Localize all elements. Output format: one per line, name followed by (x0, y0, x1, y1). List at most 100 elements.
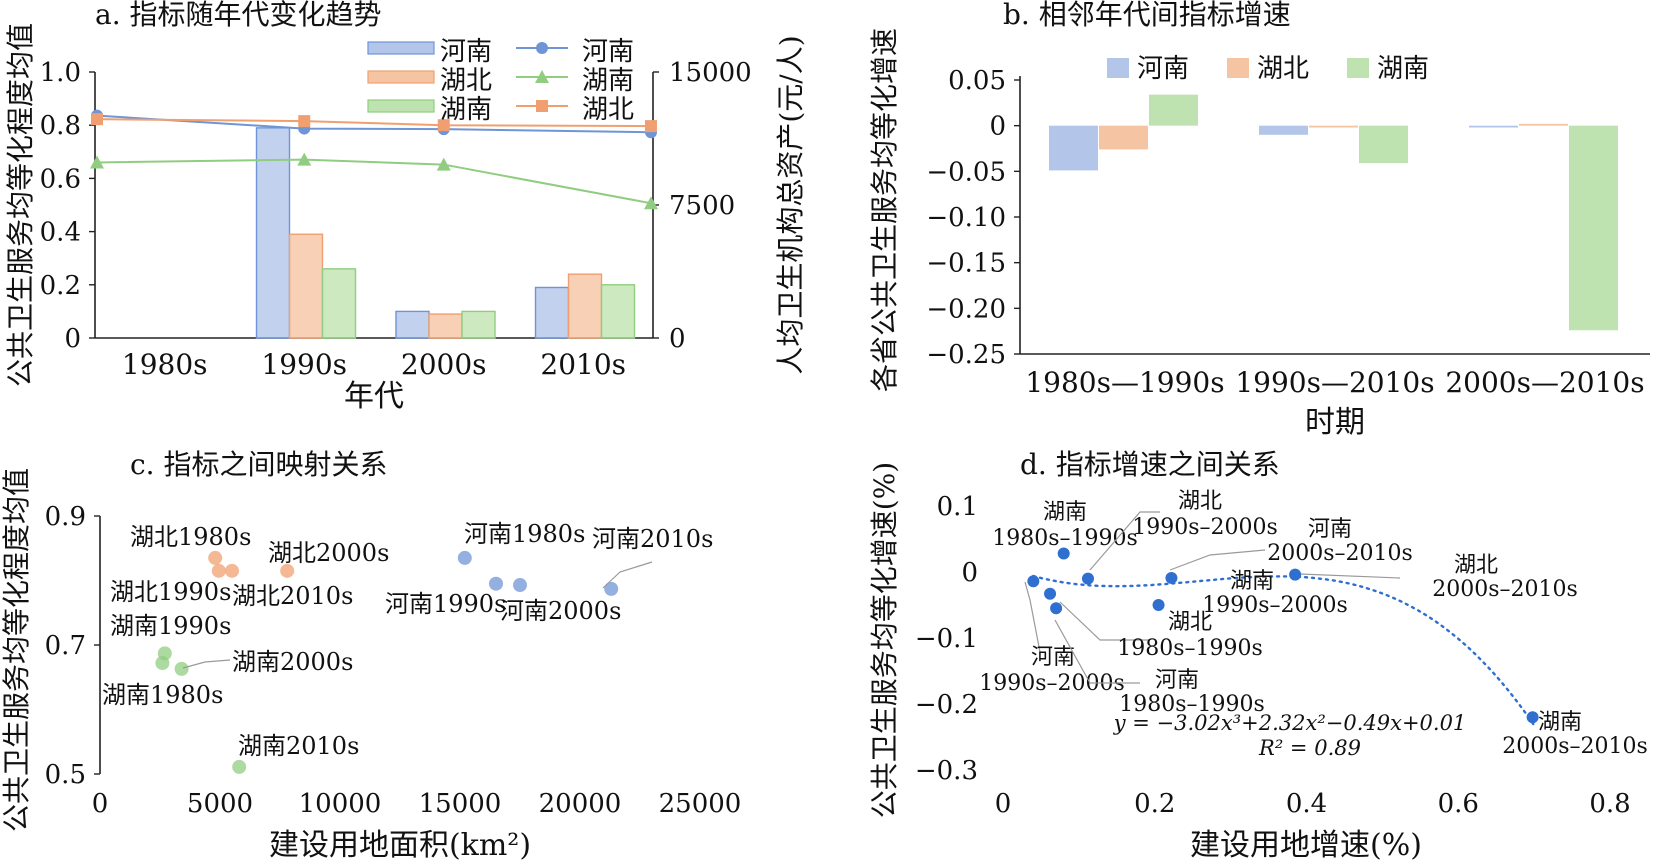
panel-c-point-label: 湖南2000s (232, 648, 353, 676)
panel-a-ytick-label: 0.8 (40, 111, 81, 141)
panel-d-leader-line (1299, 573, 1401, 579)
panel-d-xtick-label: 0.4 (1286, 789, 1327, 819)
panel-d-xtick-label: 0.8 (1589, 789, 1630, 819)
panel-b-bar-hubei (1519, 123, 1568, 126)
panel-a-legend-marker (536, 100, 548, 112)
panel-d-leader-line (1054, 619, 1140, 684)
panel-d-xtick-label: 0.2 (1134, 789, 1175, 819)
panel-c-point-hubei (280, 563, 295, 578)
panel-c-point-label: 湖南1990s (110, 612, 231, 640)
panel-a-line-hunan (96, 158, 652, 205)
panel-b-bar-hubei (1099, 125, 1148, 150)
panel-c-xtick-label: 10000 (299, 789, 382, 819)
panel-b-xtick-label: 2000s—2010s (1445, 366, 1644, 399)
panel-b-bar-henan (1469, 125, 1518, 128)
panel-c-ytick-label: 0.9 (45, 502, 86, 532)
panel-b: b. 相邻年代间指标增速 −0.25 −0.20 −0.15 −0.10 −0.05 0 0.… (868, 0, 1650, 440)
panel-b-legend-swatch (1347, 58, 1369, 78)
panel-c-y-title: 公共卫生服务均等化程度均值 (0, 468, 33, 832)
panel-d-fit-curve (1032, 574, 1536, 727)
panel-c-x-title: 建设用地面积(km²) (269, 828, 531, 863)
panel-d-xtick-label: 0 (995, 789, 1012, 819)
panel-c-xtick-label: 0 (92, 789, 109, 819)
panel-a-bar-henan (395, 310, 430, 339)
panel-a-marker-hubei (91, 113, 103, 126)
panel-a-legend-swatch-bar (367, 41, 435, 55)
panel-a-bar-henan (534, 286, 570, 339)
panel-c-title: c. 指标之间映射关系 (130, 448, 387, 481)
panel-d-leader-line (1024, 581, 1041, 653)
panel-a-legend-swatch-bar (367, 99, 435, 113)
panel-d-point (1526, 711, 1539, 724)
panel-c-ytick-label: 0.7 (45, 631, 86, 661)
panel-c-point-henan (513, 578, 527, 593)
panel-d-y-title: 公共卫生服务均等化增速(%) (868, 462, 901, 818)
panel-b-bar-hunan (1149, 94, 1198, 126)
panel-a-title: a. 指标随年代变化趋势 (95, 0, 382, 31)
panel-c-ytick-label: 0.5 (45, 760, 86, 790)
panel-a-xtick-label: 1990s (261, 348, 347, 381)
panel-c-xtick-label: 15000 (419, 789, 502, 819)
panel-a-x-title: 年代 (344, 379, 404, 414)
panel-b-ytick-label: −0.05 (926, 157, 1006, 187)
panel-a-ytick-label: 0.2 (40, 271, 81, 301)
panel-b-ytick-label: 0 (989, 112, 1006, 142)
panel-a-ytick-label: 1.0 (40, 58, 81, 88)
panel-a-bar-hunan (321, 268, 357, 339)
panel-b-ytick-label: −0.25 (926, 340, 1006, 370)
panel-d-point-label-province: 湖南 (1538, 710, 1582, 735)
panel-a-legend-label: 湖南 (440, 95, 492, 125)
panel-b-ytick-label: 0.05 (948, 66, 1006, 96)
panel-b-bar-hunan (1569, 125, 1618, 331)
panel-c-leader-line (182, 659, 231, 669)
panel-b-bar-hunan (1359, 125, 1408, 164)
panel-a-marker-hunan (297, 152, 312, 166)
panel-a-bar-hubei (567, 273, 603, 339)
panel-d-point-label-period: 1990s–2000s (1202, 593, 1348, 618)
panel-d-point-label-province: 湖北 (1178, 489, 1222, 514)
panel-a: a. 指标随年代变化趋势 0 0.2 0.4 0.6 0.8 1.0 0 7500 15000 19… (4, 0, 807, 414)
panel-b-y-title: 各省公共卫生服务均等化增速 (868, 28, 901, 392)
panel-b-legend-label: 河南 (1137, 54, 1189, 84)
panel-c-point-hubei (208, 550, 223, 565)
panel-a-ytick-label: 0.4 (40, 218, 81, 248)
panel-c-xtick-label: 25000 (659, 789, 742, 819)
panel-a-legend-label: 湖南 (582, 66, 634, 96)
panel-c-point-hubei (211, 563, 226, 578)
panel-d-point-label-period: 1980s–1990s (992, 526, 1138, 551)
panel-b-legend-label: 湖南 (1377, 54, 1429, 84)
panel-a-marker-hunan (90, 155, 104, 169)
panel-d-point-label-province: 湖南 (1230, 569, 1274, 594)
panel-c-point-hunan (174, 661, 189, 676)
panel-c-point-henan (604, 581, 619, 596)
panel-d-ytick-label: −0.2 (915, 690, 978, 720)
panel-a-y-title: 公共卫生服务均等化程度均值 (4, 23, 37, 387)
panel-a-y2-title: 人均卫生机构总资产(元/人) (774, 35, 807, 374)
panel-b-bar-henan (1259, 125, 1308, 135)
panel-c-point-label: 湖南1980s (102, 681, 223, 709)
panel-b-x-title: 时期 (1305, 405, 1365, 440)
panel-a-legend-marker (535, 70, 549, 83)
panel-a-legend-label: 湖北 (440, 66, 492, 96)
panel-d-point-label-period: 2000s–2010s (1502, 734, 1648, 759)
panel-d-point (1057, 547, 1070, 560)
panel-d-point-label-province: 湖南 (1043, 500, 1087, 525)
panel-c-point-label: 河南1980s (464, 520, 585, 548)
panel-c-point-label: 湖南2010s (238, 732, 359, 760)
panel-d-point (1289, 568, 1302, 581)
panel-d-point-label-period: 2000s–2010s (1432, 577, 1578, 602)
panel-a-ytick-label: 0.6 (40, 164, 81, 194)
panel-a-bar-hubei (428, 313, 463, 339)
panel-d-leader-line (1169, 549, 1266, 571)
panel-b-ytick-label: −0.15 (926, 249, 1006, 279)
panel-d-point-label-period: 1990s–2000s (1132, 515, 1278, 540)
panel-c-point-label: 河南2010s (592, 525, 713, 553)
panel-d-xtick-label: 0.6 (1438, 789, 1479, 819)
panel-a-xtick-label: 1980s (122, 348, 208, 381)
panel-d-ytick-label: 0.1 (937, 492, 978, 522)
panel-d-ytick-label: −0.1 (915, 624, 978, 654)
panel-b-xtick-label: 1980s—1990s (1025, 366, 1224, 399)
panel-a-bar-hubei (288, 233, 324, 339)
panel-a-y2tick-label: 0 (669, 324, 686, 354)
panel-a-bar-henan (255, 127, 291, 339)
